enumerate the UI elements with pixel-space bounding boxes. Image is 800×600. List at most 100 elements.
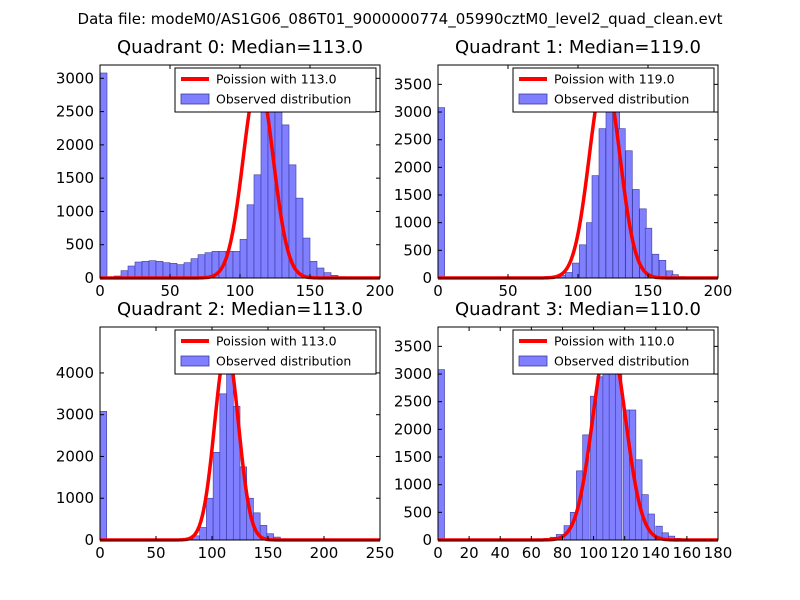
y-tick-label: 1500 — [56, 169, 94, 187]
quadrant-1-legend-bars-label: Observed distribution — [554, 92, 689, 107]
y-tick-label: 3000 — [394, 365, 432, 383]
quadrant-0-chart: Quadrant 0: Median=113.0 0 50 100 150 200050… — [56, 37, 395, 300]
histogram-bar — [148, 260, 157, 279]
y-tick-label: 0 — [422, 269, 432, 287]
x-tick-label: 0 — [433, 282, 443, 300]
quadrant-0-legend-bars-swatch — [180, 93, 210, 105]
x-tick-label: 50 — [498, 282, 517, 300]
quadrant-0-legend-box — [174, 67, 377, 113]
figure-suptitle: Data file: modeM0/AS1G06_086T01_90000007… — [78, 10, 723, 29]
y-tick-label: 1500 — [394, 448, 432, 466]
y-tick-label: 2000 — [56, 136, 94, 154]
quadrant-3-chart: Quadrant 3: Median=110.0 0 20 40 60 80 100 120… — [394, 299, 733, 562]
y-tick-label: 2000 — [394, 420, 432, 438]
x-tick-label: 80 — [553, 544, 572, 562]
y-tick-label: 3500 — [394, 75, 432, 93]
y-tick-label: 3000 — [394, 103, 432, 121]
y-tick-label: 1000 — [394, 214, 432, 232]
histogram-bar — [232, 251, 241, 279]
y-tick-label: 500 — [65, 236, 94, 254]
x-tick-label: 150 — [634, 282, 663, 300]
histogram-bar — [302, 237, 311, 279]
x-tick-label: 100 — [564, 282, 593, 300]
axes-frame — [99, 326, 381, 541]
y-tick-label: 2500 — [56, 103, 94, 121]
x-tick-label: 200 — [366, 282, 395, 300]
y-tick-label: 3000 — [56, 69, 94, 87]
histogram-bar — [190, 258, 199, 279]
x-tick-label: 0 — [95, 282, 105, 300]
quadrant-3-legend-line-label: Poission with 110.0 — [554, 334, 675, 349]
histogram-bar — [212, 451, 221, 541]
y-tick-label: 1000 — [394, 476, 432, 494]
y-tick-label: 1000 — [56, 202, 94, 220]
x-tick-label: 250 — [366, 544, 395, 562]
y-tick-label: 2000 — [56, 447, 94, 465]
y-tick-label: 0 — [84, 269, 94, 287]
quadrant-2-title: Quadrant 2: Median=113.0 — [117, 299, 363, 320]
quadrant-1-legend-bars-swatch — [518, 93, 548, 105]
quadrant-3-legend-bars-swatch — [518, 355, 548, 367]
histogram-bar — [99, 72, 108, 279]
histogram-bar — [632, 189, 640, 279]
histogram-bar — [246, 204, 255, 279]
y-tick-label: 2500 — [394, 393, 432, 411]
histogram-bar — [658, 259, 667, 279]
y-tick-label: 1500 — [394, 186, 432, 204]
histogram-bar — [596, 376, 604, 541]
x-tick-label: 180 — [704, 544, 733, 562]
histogram-bar — [99, 411, 108, 541]
y-tick-label: 0 — [84, 531, 94, 549]
x-tick-label: 200 — [310, 544, 339, 562]
histogram-bar — [239, 239, 248, 279]
histogram-bar — [253, 174, 262, 279]
quadrant-3-title: Quadrant 3: Median=110.0 — [455, 299, 701, 320]
histogram-bar — [644, 227, 653, 279]
x-tick-label: 200 — [704, 282, 733, 300]
histogram-bar — [204, 252, 213, 279]
x-tick-label: 20 — [460, 544, 479, 562]
quadrant-3-legend-bars-label: Observed distribution — [554, 354, 689, 369]
histogram-bar — [260, 111, 269, 279]
axes-frame — [437, 326, 719, 541]
y-tick-label: 0 — [422, 531, 432, 549]
histogram-bar — [565, 272, 573, 279]
quadrant-1-legend-line-label: Poission with 119.0 — [554, 72, 675, 87]
quadrant-2-legend-bars-swatch — [180, 355, 210, 367]
histogram-bar — [155, 261, 164, 279]
x-tick-label: 140 — [641, 544, 670, 562]
quadrant-0-legend-line-label: Poission with 113.0 — [216, 72, 337, 87]
y-tick-label: 2000 — [394, 158, 432, 176]
x-tick-label: 40 — [491, 544, 510, 562]
quadrant-2-legend-bars-label: Observed distribution — [216, 354, 351, 369]
histogram-bar — [127, 265, 136, 279]
histogram-bar — [591, 175, 599, 279]
x-tick-label: 160 — [673, 544, 702, 562]
histogram-bar — [651, 253, 660, 279]
histogram-bar — [598, 128, 606, 279]
x-tick-label: 50 — [146, 544, 165, 562]
histogram-bar — [197, 254, 206, 279]
y-tick-label: 4000 — [56, 364, 94, 382]
histogram-bar — [579, 244, 587, 279]
quadrant-2-chart: Quadrant 2: Median=113.0 0 50 100 150 200 250… — [56, 299, 395, 562]
y-tick-label: 1000 — [56, 489, 94, 507]
histogram-bar — [437, 369, 445, 541]
y-tick-label: 500 — [403, 241, 432, 259]
x-tick-label: 150 — [296, 282, 325, 300]
quadrant-1-legend-box — [512, 67, 715, 113]
quadrant-1-title: Quadrant 1: Median=119.0 — [455, 37, 701, 58]
histogram-bar — [141, 261, 150, 279]
quadrant-1-chart: Quadrant 1: Median=119.0 0 50 100 150 200050… — [394, 37, 733, 300]
x-tick-label: 100 — [579, 544, 608, 562]
x-tick-label: 100 — [226, 282, 255, 300]
quadrant-2-legend-box — [174, 329, 377, 375]
y-tick-label: 3000 — [56, 406, 94, 424]
histogram-bar — [309, 261, 318, 279]
x-tick-label: 0 — [433, 544, 443, 562]
x-tick-label: 100 — [198, 544, 227, 562]
histogram-bar — [199, 527, 207, 541]
y-tick-label: 2500 — [394, 131, 432, 149]
histogram-bar — [295, 197, 304, 279]
